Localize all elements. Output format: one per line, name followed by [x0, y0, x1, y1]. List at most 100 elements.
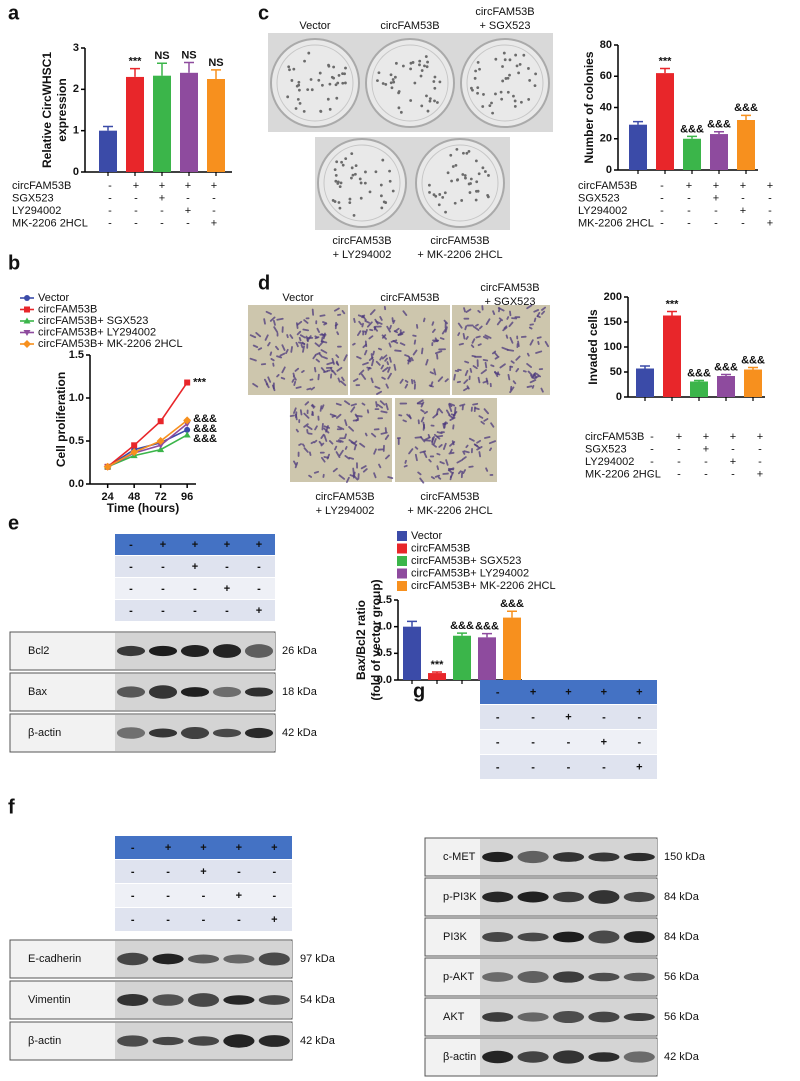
colony	[522, 53, 526, 57]
colony	[377, 71, 381, 75]
treatment-sign: +	[767, 180, 773, 192]
cell	[506, 348, 515, 352]
cell	[303, 447, 309, 453]
error-bar	[482, 632, 492, 638]
cell	[474, 407, 480, 411]
cell	[464, 369, 469, 377]
cell	[298, 336, 302, 342]
significance-label: &&&	[193, 433, 217, 445]
colony	[455, 178, 459, 182]
treatment-sign: -	[212, 192, 216, 204]
cell	[320, 442, 325, 447]
treatment-sign: -	[531, 711, 535, 723]
cell	[269, 351, 273, 356]
table-row	[115, 908, 292, 931]
cell	[299, 409, 303, 416]
colony	[287, 65, 291, 69]
treatment-sign: +	[185, 180, 191, 192]
treatment-sign: -	[186, 192, 190, 204]
significance-label: &&&	[707, 119, 731, 131]
cell	[281, 366, 286, 374]
treatment-sign: -	[650, 456, 654, 468]
cell	[509, 310, 512, 317]
treatment-sign: +	[740, 180, 746, 192]
bar	[99, 130, 117, 172]
cell	[252, 344, 259, 349]
cell	[403, 464, 408, 468]
band	[148, 645, 178, 657]
bar	[153, 75, 171, 172]
cell	[478, 325, 483, 330]
cell	[535, 372, 541, 378]
cell	[436, 431, 443, 435]
cell	[445, 459, 449, 466]
cell	[438, 407, 444, 414]
colony	[499, 90, 503, 94]
treatment-sign: -	[134, 192, 138, 204]
cell	[331, 415, 336, 418]
plate-rim	[466, 44, 544, 122]
cell	[358, 320, 363, 326]
treatment-sign: -	[602, 761, 606, 773]
cell	[471, 354, 477, 358]
y-tick-label: 60	[600, 70, 612, 82]
colony	[500, 97, 504, 101]
colony	[508, 58, 512, 62]
cell	[490, 364, 495, 368]
treatment-sign: -	[134, 205, 138, 217]
colony	[341, 81, 345, 85]
colony	[292, 67, 296, 71]
photo-caption: circFAM53B	[380, 20, 439, 32]
cell	[364, 349, 368, 356]
colony	[319, 110, 323, 113]
cell	[449, 416, 456, 421]
cell	[336, 366, 343, 372]
significance-label: ***	[666, 298, 680, 310]
treatment-sign: +	[703, 431, 709, 443]
y-tick-label: 0.5	[377, 647, 392, 659]
treatment-sign: -	[257, 583, 261, 595]
photo-caption: circFAM53B	[315, 491, 374, 503]
treatment-sign: +	[271, 842, 277, 854]
cell	[350, 403, 357, 407]
cell	[420, 409, 425, 413]
treatment-sign: -	[129, 561, 133, 573]
band	[517, 1012, 549, 1022]
cell	[428, 458, 432, 463]
colony	[341, 163, 345, 167]
treatment-sign: +	[730, 431, 736, 443]
cell	[267, 376, 272, 383]
cell	[348, 439, 355, 444]
cell	[375, 360, 381, 366]
cell	[353, 444, 357, 451]
cell	[463, 387, 469, 392]
treatment-name: MK-2206 2HCL	[578, 217, 654, 229]
significance-label: NS	[208, 57, 223, 69]
cell	[286, 334, 289, 339]
cell	[321, 333, 326, 338]
colony	[337, 201, 341, 204]
cell	[373, 448, 377, 455]
bar	[207, 79, 225, 172]
significance-label: &&&	[714, 361, 738, 373]
band	[117, 952, 149, 966]
y-tick-label: 100	[604, 341, 622, 353]
cell	[292, 372, 295, 377]
bar	[710, 134, 728, 170]
band	[517, 891, 549, 903]
band	[258, 1035, 290, 1047]
cell	[387, 366, 391, 373]
colony	[428, 99, 432, 103]
band-size: 18 kDa	[282, 686, 318, 698]
colony	[397, 90, 401, 93]
treatment-sign: +	[224, 539, 230, 551]
colony	[303, 59, 306, 63]
colony	[501, 79, 505, 83]
cell	[356, 355, 362, 360]
cell	[310, 441, 315, 445]
band	[482, 1050, 514, 1064]
colony	[334, 179, 338, 183]
significance-label: ***	[129, 56, 143, 68]
cell	[423, 451, 428, 459]
colony	[354, 164, 358, 167]
